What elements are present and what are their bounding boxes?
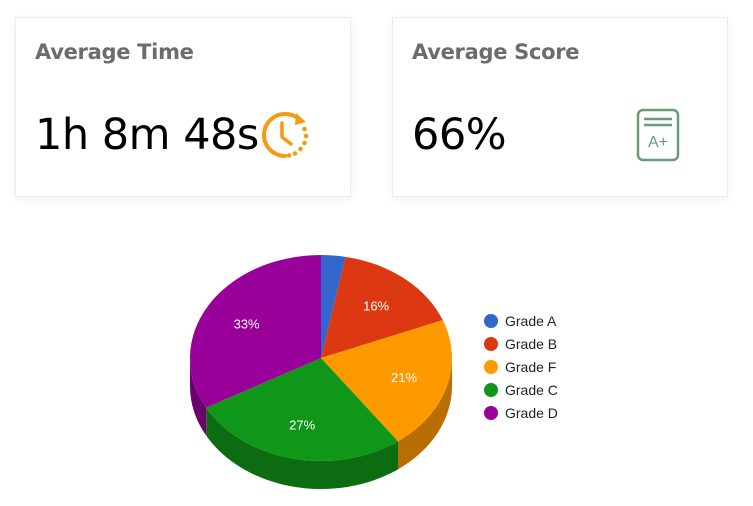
pie-label: 21% xyxy=(391,370,417,385)
legend-label: Grade B xyxy=(505,336,558,352)
legend-label: Grade F xyxy=(505,359,557,375)
pie-slice-grade-b[interactable] xyxy=(321,256,443,358)
legend-color-dot xyxy=(484,383,498,397)
pie-label: 16% xyxy=(363,299,389,314)
pie-label: 27% xyxy=(289,417,315,432)
grade-a-plus-icon: A+ xyxy=(636,108,680,162)
legend-color-dot xyxy=(484,360,498,374)
legend-item-grade-f[interactable]: Grade F xyxy=(484,359,556,375)
legend-color-dot xyxy=(484,314,498,328)
average-score-card: Average Score 66% A+ xyxy=(392,17,728,197)
legend-item-grade-d[interactable]: Grade D xyxy=(484,405,558,421)
legend-label: Grade D xyxy=(505,405,558,421)
legend-item-grade-c[interactable]: Grade C xyxy=(484,382,558,398)
pie-side-grade-d xyxy=(190,358,207,436)
clock-refresh-icon xyxy=(262,111,309,158)
pie-slice-grade-a[interactable] xyxy=(321,255,346,358)
pie-slice-grade-f[interactable] xyxy=(321,320,452,442)
pie-side-grade-c xyxy=(206,407,398,489)
average-score-title: Average Score xyxy=(412,40,580,64)
average-time-title: Average Time xyxy=(35,40,194,64)
legend-item-grade-a[interactable]: Grade A xyxy=(484,313,556,329)
pie-side-grade-f xyxy=(397,358,452,470)
legend-color-dot xyxy=(484,337,498,351)
pie-label: 33% xyxy=(234,316,260,331)
legend-label: Grade C xyxy=(505,382,558,398)
legend-color-dot xyxy=(484,406,498,420)
average-time-card: Average Time 1h 8m 48s xyxy=(15,17,351,197)
legend-label: Grade A xyxy=(505,313,557,329)
average-time-value: 1h 8m 48s xyxy=(35,110,259,160)
average-score-value: 66% xyxy=(412,110,507,160)
legend-item-grade-b[interactable]: Grade B xyxy=(484,336,557,352)
grade-pie-chart: 16% 21% 27% 33% xyxy=(190,255,452,489)
pie-slice-grade-d[interactable] xyxy=(190,255,321,408)
pie-slice-grade-c[interactable] xyxy=(206,358,398,462)
svg-text:A+: A+ xyxy=(648,134,668,151)
